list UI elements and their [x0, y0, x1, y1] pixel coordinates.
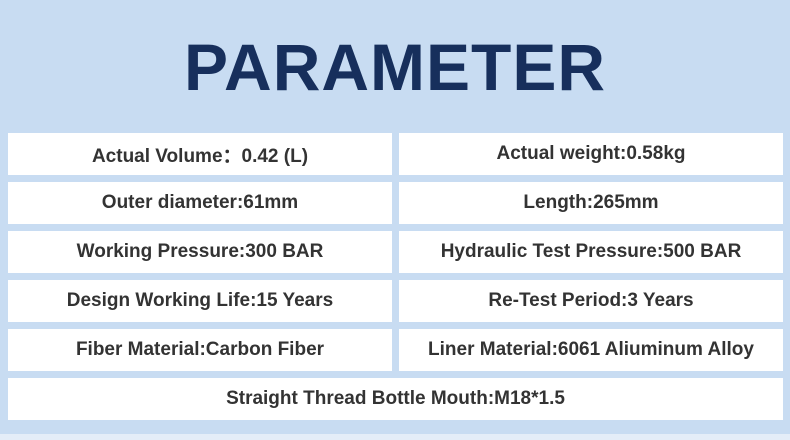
- param-length: Length:265mm: [399, 182, 783, 224]
- bottom-strip: [0, 434, 790, 440]
- page-title: PARAMETER: [183, 30, 607, 104]
- param-working-pressure: Working Pressure:300 BAR: [8, 231, 392, 273]
- param-outer-diameter: Outer diameter:61mm: [8, 182, 392, 224]
- param-actual-weight: Actual weight:0.58kg: [399, 133, 783, 175]
- param-fiber-material: Fiber Material:Carbon Fiber: [8, 329, 392, 371]
- param-retest-period: Re-Test Period:3 Years: [399, 280, 783, 322]
- param-hydraulic-test-pressure: Hydraulic Test Pressure:500 BAR: [399, 231, 783, 273]
- param-actual-volume: Actual Volume：0.42 (L): [8, 133, 392, 175]
- param-bottle-mouth: Straight Thread Bottle Mouth:M18*1.5: [8, 378, 783, 420]
- param-design-working-life: Design Working Life:15 Years: [8, 280, 392, 322]
- param-liner-material: Liner Material:6061 Aliuminum Alloy: [399, 329, 783, 371]
- parameter-table: Actual Volume：0.42 (L) Actual weight:0.5…: [8, 133, 783, 420]
